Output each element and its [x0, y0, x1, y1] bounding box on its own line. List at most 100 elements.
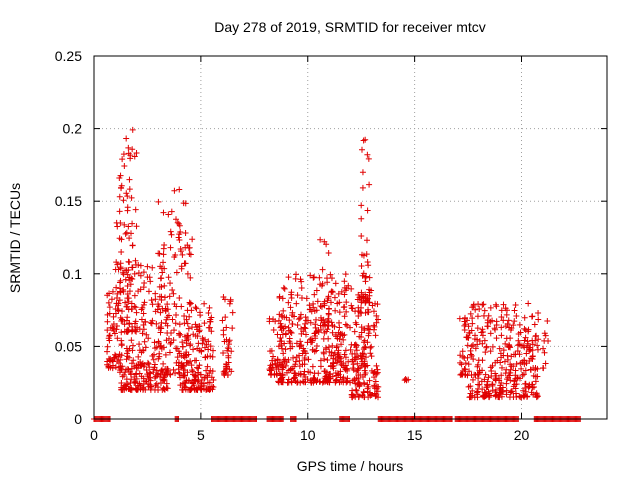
data-point: [131, 270, 138, 277]
data-point: [203, 341, 210, 348]
data-point: [124, 329, 131, 336]
data-point: [485, 393, 492, 400]
x-tick-label: 20: [514, 427, 530, 443]
data-point: [180, 372, 187, 379]
data-point: [122, 299, 129, 306]
data-point: [176, 321, 183, 328]
data-point: [343, 299, 350, 306]
data-point: [521, 325, 528, 332]
data-point: [110, 313, 117, 320]
data-point: [139, 330, 146, 337]
data-point: [324, 279, 331, 286]
data-point: [533, 393, 540, 400]
data-point: [132, 257, 139, 264]
data-point: [141, 361, 148, 368]
data-point: [504, 320, 511, 327]
data-point: [370, 322, 377, 329]
data-point: [481, 393, 488, 400]
data-point: [104, 318, 111, 325]
data-point: [117, 172, 124, 179]
data-point: [129, 323, 136, 330]
data-point: [482, 349, 489, 356]
data-point: [351, 328, 358, 335]
data-point: [482, 371, 489, 378]
data-point: [322, 322, 329, 329]
data-point: [266, 318, 273, 325]
data-point: [116, 208, 123, 215]
data-point: [125, 144, 132, 151]
data-point: [142, 318, 149, 325]
data-point: [222, 314, 229, 321]
data-point: [325, 249, 332, 256]
data-point: [460, 367, 467, 374]
data-point: [150, 351, 157, 358]
data-point: [487, 318, 494, 325]
data-point: [359, 169, 366, 176]
data-point: [151, 386, 158, 393]
data-point: [313, 287, 320, 294]
data-point: [132, 206, 139, 213]
data-point: [123, 190, 130, 197]
data-point: [368, 343, 375, 350]
data-point: [474, 336, 481, 343]
data-point: [472, 332, 479, 339]
data-point: [206, 304, 213, 311]
data-point: [308, 335, 315, 342]
data-point: [201, 300, 208, 307]
data-point: [104, 348, 111, 355]
data-point: [285, 274, 292, 281]
data-point: [535, 310, 542, 317]
data-point: [467, 383, 474, 390]
data-point: [366, 286, 373, 293]
data-point: [297, 342, 304, 349]
data-point: [182, 244, 189, 251]
data-point: [317, 378, 324, 385]
data-point: [487, 304, 494, 311]
data-point: [335, 290, 342, 297]
data-point: [124, 204, 131, 211]
data-point: [140, 385, 147, 392]
data-point: [115, 307, 122, 314]
data-point: [105, 363, 112, 370]
data-point: [146, 364, 153, 371]
data-point: [157, 343, 164, 350]
data-point: [361, 358, 368, 365]
data-point: [541, 349, 548, 356]
data-point: [183, 316, 190, 323]
data-point: [293, 354, 300, 361]
data-point: [179, 339, 186, 346]
data-point: [118, 337, 125, 344]
data-point: [121, 328, 128, 335]
data-point: [118, 249, 125, 256]
data-point: [178, 265, 185, 272]
data-point: [520, 371, 527, 378]
data-point: [183, 340, 190, 347]
data-point: [117, 314, 124, 321]
data-point: [118, 379, 125, 386]
data-point: [469, 304, 476, 311]
data-point: [291, 370, 298, 377]
data-point: [297, 311, 304, 318]
data-point: [107, 355, 114, 362]
data-point: [204, 363, 211, 370]
y-tick-label: 0: [74, 411, 82, 427]
data-point: [323, 375, 330, 382]
data-point: [373, 383, 380, 390]
data-point: [370, 308, 377, 315]
data-point: [124, 271, 131, 278]
data-point: [191, 357, 198, 364]
data-point: [371, 382, 378, 389]
data-point: [167, 280, 174, 287]
data-point: [529, 353, 536, 360]
data-point: [193, 305, 200, 312]
data-point: [205, 309, 212, 316]
data-point: [207, 353, 214, 360]
data-point: [164, 385, 171, 392]
data-point: [325, 305, 332, 312]
data-point: [358, 299, 365, 306]
data-point: [111, 330, 118, 337]
data-point: [131, 320, 138, 327]
data-point: [144, 263, 151, 270]
data-point: [288, 289, 295, 296]
data-point: [123, 267, 130, 274]
